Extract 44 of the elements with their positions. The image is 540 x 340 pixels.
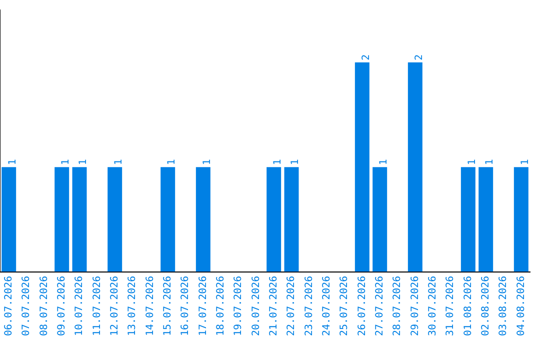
- x-tick-label: 24.07.2026: [321, 276, 332, 336]
- x-tick-label: 14.07.2026: [144, 276, 156, 336]
- data-label: 1: [520, 159, 531, 166]
- x-tick-label: 01.08.2026: [462, 276, 474, 336]
- x-tick-label: 04.08.2026: [516, 276, 527, 336]
- x-tick-label: 15.07.2026: [162, 276, 174, 336]
- x-tick-label: 23.07.2026: [304, 276, 315, 336]
- data-label: 1: [290, 159, 302, 166]
- x-tick-label: 19.07.2026: [233, 276, 244, 336]
- x-tick-label: 31.07.2026: [445, 276, 456, 336]
- x-tick-label: 08.07.2026: [38, 276, 50, 336]
- data-label: 1: [60, 159, 72, 166]
- x-tick-label: 03.08.2026: [498, 276, 510, 336]
- data-label: 1: [7, 159, 18, 166]
- data-label: 1: [202, 159, 213, 166]
- x-tick-label: 26.07.2026: [356, 276, 368, 336]
- x-tick-label: 02.08.2026: [480, 276, 492, 336]
- x-tick-label: 22.07.2026: [286, 276, 298, 336]
- x-tick-label: 12.07.2026: [109, 276, 120, 336]
- x-tick-label: 07.07.2026: [21, 276, 32, 336]
- x-tick-label: 28.07.2026: [392, 276, 404, 336]
- x-tick-label: 17.07.2026: [198, 276, 209, 336]
- data-label: 2: [360, 54, 372, 60]
- x-tick-label: 13.07.2026: [127, 276, 138, 336]
- data-label: 2: [414, 54, 425, 60]
- x-tick-label: 11.07.2026: [92, 276, 103, 336]
- data-label: 1: [378, 159, 390, 166]
- data-label: 1: [78, 159, 90, 166]
- x-tick-label: 25.07.2026: [339, 276, 350, 336]
- data-label: 1: [272, 159, 284, 166]
- x-tick-label: 10.07.2026: [74, 276, 86, 336]
- x-tick-label: 18.07.2026: [215, 276, 226, 336]
- x-tick-label: 16.07.2026: [180, 276, 192, 336]
- x-tick-label: 20.07.2026: [250, 276, 262, 336]
- x-tick-label: 30.07.2026: [427, 276, 438, 336]
- x-tick-label: 27.07.2026: [374, 276, 386, 336]
- data-label: 1: [166, 159, 178, 166]
- data-label: 1: [466, 159, 478, 166]
- data-label: 1: [484, 159, 496, 166]
- x-tick-label: 06.07.2026: [3, 276, 14, 336]
- x-tick-label: 21.07.2026: [268, 276, 280, 336]
- x-tick-label: 09.07.2026: [56, 276, 68, 336]
- data-label: 1: [113, 159, 124, 166]
- x-tick-label: 29.07.2026: [410, 276, 421, 336]
